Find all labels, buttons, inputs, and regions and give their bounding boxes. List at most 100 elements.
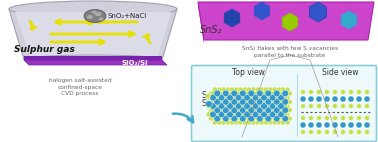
- Circle shape: [251, 108, 256, 113]
- Circle shape: [255, 87, 260, 92]
- Circle shape: [262, 91, 267, 96]
- Circle shape: [234, 100, 239, 105]
- Circle shape: [255, 112, 260, 117]
- Circle shape: [266, 104, 271, 108]
- Circle shape: [212, 112, 217, 117]
- Circle shape: [272, 95, 277, 100]
- Circle shape: [255, 95, 260, 100]
- Polygon shape: [341, 11, 357, 29]
- Circle shape: [238, 100, 243, 105]
- Circle shape: [234, 116, 239, 121]
- Circle shape: [253, 99, 258, 104]
- Circle shape: [269, 94, 276, 101]
- Circle shape: [265, 115, 271, 122]
- Circle shape: [260, 104, 265, 109]
- Circle shape: [230, 108, 235, 113]
- FancyBboxPatch shape: [192, 65, 376, 141]
- Circle shape: [253, 91, 258, 96]
- Circle shape: [278, 94, 284, 101]
- Circle shape: [263, 120, 268, 125]
- Circle shape: [324, 122, 330, 128]
- Circle shape: [217, 91, 222, 96]
- Circle shape: [272, 91, 277, 96]
- Circle shape: [272, 87, 277, 92]
- Circle shape: [263, 104, 268, 109]
- Circle shape: [283, 95, 288, 100]
- Circle shape: [217, 112, 222, 117]
- Circle shape: [308, 130, 313, 134]
- Circle shape: [234, 112, 239, 117]
- Circle shape: [356, 130, 361, 134]
- Circle shape: [229, 87, 234, 92]
- Circle shape: [247, 116, 252, 121]
- Ellipse shape: [9, 1, 177, 17]
- Circle shape: [259, 100, 264, 105]
- Circle shape: [264, 91, 269, 96]
- Circle shape: [214, 115, 220, 122]
- Circle shape: [300, 122, 306, 128]
- Circle shape: [243, 95, 248, 100]
- Circle shape: [356, 115, 361, 121]
- Circle shape: [356, 96, 362, 102]
- Circle shape: [265, 99, 271, 105]
- Polygon shape: [309, 2, 327, 22]
- Circle shape: [240, 112, 245, 117]
- Circle shape: [252, 111, 259, 118]
- Circle shape: [287, 99, 292, 104]
- Circle shape: [316, 115, 322, 121]
- Circle shape: [341, 130, 345, 134]
- Circle shape: [257, 95, 262, 100]
- Circle shape: [349, 130, 353, 134]
- Circle shape: [238, 87, 243, 92]
- Circle shape: [265, 107, 271, 113]
- Ellipse shape: [26, 55, 160, 63]
- Circle shape: [206, 112, 211, 117]
- Circle shape: [225, 91, 230, 96]
- Circle shape: [229, 120, 234, 125]
- Circle shape: [215, 104, 220, 108]
- Circle shape: [246, 104, 251, 109]
- Circle shape: [273, 107, 280, 113]
- Text: S: S: [201, 91, 206, 101]
- Circle shape: [255, 104, 260, 109]
- Circle shape: [260, 120, 265, 125]
- Circle shape: [364, 89, 370, 94]
- Circle shape: [276, 112, 282, 117]
- Polygon shape: [224, 9, 240, 27]
- Circle shape: [333, 115, 338, 121]
- Circle shape: [251, 87, 256, 92]
- Circle shape: [244, 111, 250, 118]
- Circle shape: [218, 111, 225, 118]
- Circle shape: [234, 104, 239, 109]
- Circle shape: [332, 96, 338, 102]
- Circle shape: [217, 116, 222, 121]
- Circle shape: [243, 87, 248, 92]
- Circle shape: [272, 104, 277, 109]
- Circle shape: [268, 91, 273, 96]
- Circle shape: [226, 95, 231, 100]
- Circle shape: [272, 100, 277, 105]
- Circle shape: [259, 108, 264, 113]
- Circle shape: [245, 91, 250, 96]
- Circle shape: [333, 130, 338, 134]
- Circle shape: [256, 90, 263, 97]
- Circle shape: [333, 89, 338, 94]
- Circle shape: [364, 89, 370, 94]
- Circle shape: [340, 96, 346, 102]
- Text: SnS₂ flakes with few S vacancies
parallel to the substrate: SnS₂ flakes with few S vacancies paralle…: [242, 46, 338, 58]
- Circle shape: [253, 116, 258, 121]
- Circle shape: [268, 95, 273, 100]
- Circle shape: [215, 112, 220, 117]
- Circle shape: [333, 104, 338, 108]
- Circle shape: [228, 99, 233, 104]
- Circle shape: [316, 104, 322, 108]
- Circle shape: [232, 104, 237, 108]
- Circle shape: [231, 115, 237, 122]
- Circle shape: [260, 87, 265, 92]
- Circle shape: [242, 116, 247, 121]
- Circle shape: [217, 95, 222, 100]
- Circle shape: [227, 94, 233, 101]
- Text: SnO₂+NaCl: SnO₂+NaCl: [108, 13, 147, 19]
- Ellipse shape: [87, 15, 93, 19]
- Circle shape: [282, 99, 288, 105]
